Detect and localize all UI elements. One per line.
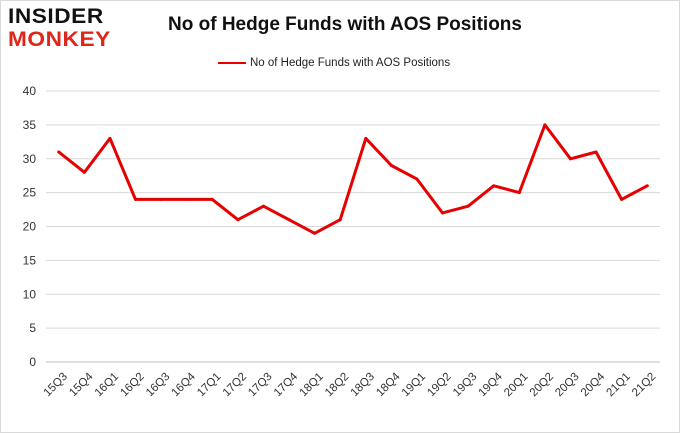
- data-point: [57, 150, 61, 154]
- y-tick-label: 20: [23, 220, 37, 234]
- data-point: [261, 204, 265, 208]
- legend-label: No of Hedge Funds with AOS Positions: [250, 57, 451, 69]
- legend-line-swatch: [218, 62, 246, 64]
- data-point: [415, 177, 419, 181]
- x-tick-label: 20Q2: [528, 371, 556, 399]
- y-tick-label: 30: [23, 152, 37, 166]
- y-tick-label: 15: [23, 253, 37, 267]
- data-point: [594, 150, 598, 154]
- x-tick-label: 16Q1: [93, 371, 121, 399]
- x-tick-label: 20Q3: [553, 371, 581, 399]
- legend: No of Hedge Funds with AOS Positions: [218, 56, 450, 70]
- logo-line-2: MONKEY: [8, 28, 111, 51]
- x-tick-label: 21Q2: [630, 371, 658, 399]
- y-tick-label: 35: [23, 118, 37, 132]
- x-tick-label: 15Q3: [42, 371, 70, 399]
- data-point: [492, 184, 496, 188]
- series-line: [57, 123, 649, 235]
- chart-title: No of Hedge Funds with AOS Positions: [168, 14, 522, 35]
- data-point: [466, 204, 470, 208]
- x-tick-label: 17Q4: [272, 370, 301, 399]
- data-point: [568, 157, 572, 161]
- data-point: [338, 218, 342, 222]
- data-point: [364, 136, 368, 140]
- logo-line-1: INSIDER: [8, 5, 104, 28]
- x-tick-label: 15Q4: [67, 370, 96, 399]
- y-tick-label: 0: [29, 355, 36, 369]
- x-tick-label: 16Q2: [118, 371, 146, 399]
- data-point: [645, 184, 649, 188]
- x-tick-label: 20Q1: [502, 371, 530, 399]
- data-point: [620, 197, 624, 201]
- y-tick-label: 40: [23, 84, 37, 98]
- x-tick-label: 16Q4: [170, 370, 199, 399]
- data-point: [159, 197, 163, 201]
- data-point: [134, 197, 138, 201]
- data-point: [517, 191, 521, 195]
- data-point: [108, 136, 112, 140]
- insider-monkey-logo: INSIDER MONKEY: [8, 6, 128, 56]
- data-point: [543, 123, 547, 127]
- x-tick-label: 17Q2: [221, 371, 249, 399]
- data-point: [441, 211, 445, 215]
- data-point: [185, 197, 189, 201]
- x-tick-label: 19Q1: [400, 371, 428, 399]
- y-tick-label: 5: [29, 321, 36, 335]
- x-tick-label: 16Q3: [144, 371, 172, 399]
- x-tick-label: 17Q3: [246, 371, 274, 399]
- x-tick-label: 17Q1: [195, 371, 223, 399]
- x-tick-label: 21Q1: [604, 371, 632, 399]
- data-point: [210, 197, 214, 201]
- x-tick-label: 18Q4: [374, 370, 403, 399]
- x-tick-label: 19Q3: [451, 371, 479, 399]
- x-tick-label: 18Q3: [349, 371, 377, 399]
- x-tick-label: 18Q2: [323, 371, 351, 399]
- x-tick-label: 19Q4: [477, 370, 506, 399]
- data-point: [313, 231, 317, 235]
- x-tick-label: 18Q1: [297, 371, 325, 399]
- data-point: [82, 170, 86, 174]
- data-point: [389, 164, 393, 168]
- x-tick-label: 20Q4: [579, 370, 608, 399]
- y-tick-label: 10: [23, 287, 37, 301]
- data-point: [287, 218, 291, 222]
- data-point: [236, 218, 240, 222]
- y-tick-label: 25: [23, 186, 37, 200]
- x-tick-label: 19Q2: [425, 371, 453, 399]
